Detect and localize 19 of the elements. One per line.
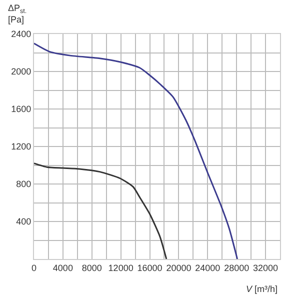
x-tick-label: 32000 (253, 262, 278, 273)
x-tick-label: 28000 (224, 262, 250, 273)
x-tick-label: 4000 (52, 262, 73, 273)
x-tick-label: 16000 (137, 262, 162, 273)
y-tick-label: 2000 (11, 66, 32, 77)
x-tick-label: 8000 (82, 262, 102, 273)
x-tick-label: 12000 (108, 262, 134, 273)
y-tick-label: 1600 (11, 104, 32, 114)
y-tick-label: 800 (16, 179, 32, 190)
x-axis-title: V [m³/h] (246, 284, 278, 294)
line-series (34, 42, 238, 259)
line-series (34, 162, 168, 259)
x-tick-label: 0 (31, 262, 37, 273)
y-tick-label: 1200 (11, 142, 32, 152)
y-axis-title: ΔP$_{st.}$ [Pa] (8, 3, 27, 25)
x-tick-label: 24000 (195, 262, 220, 273)
y-tick-label: 400 (16, 216, 32, 227)
x-tick-label: 20000 (166, 262, 192, 273)
y-tick-label: 2400 (11, 29, 32, 40)
